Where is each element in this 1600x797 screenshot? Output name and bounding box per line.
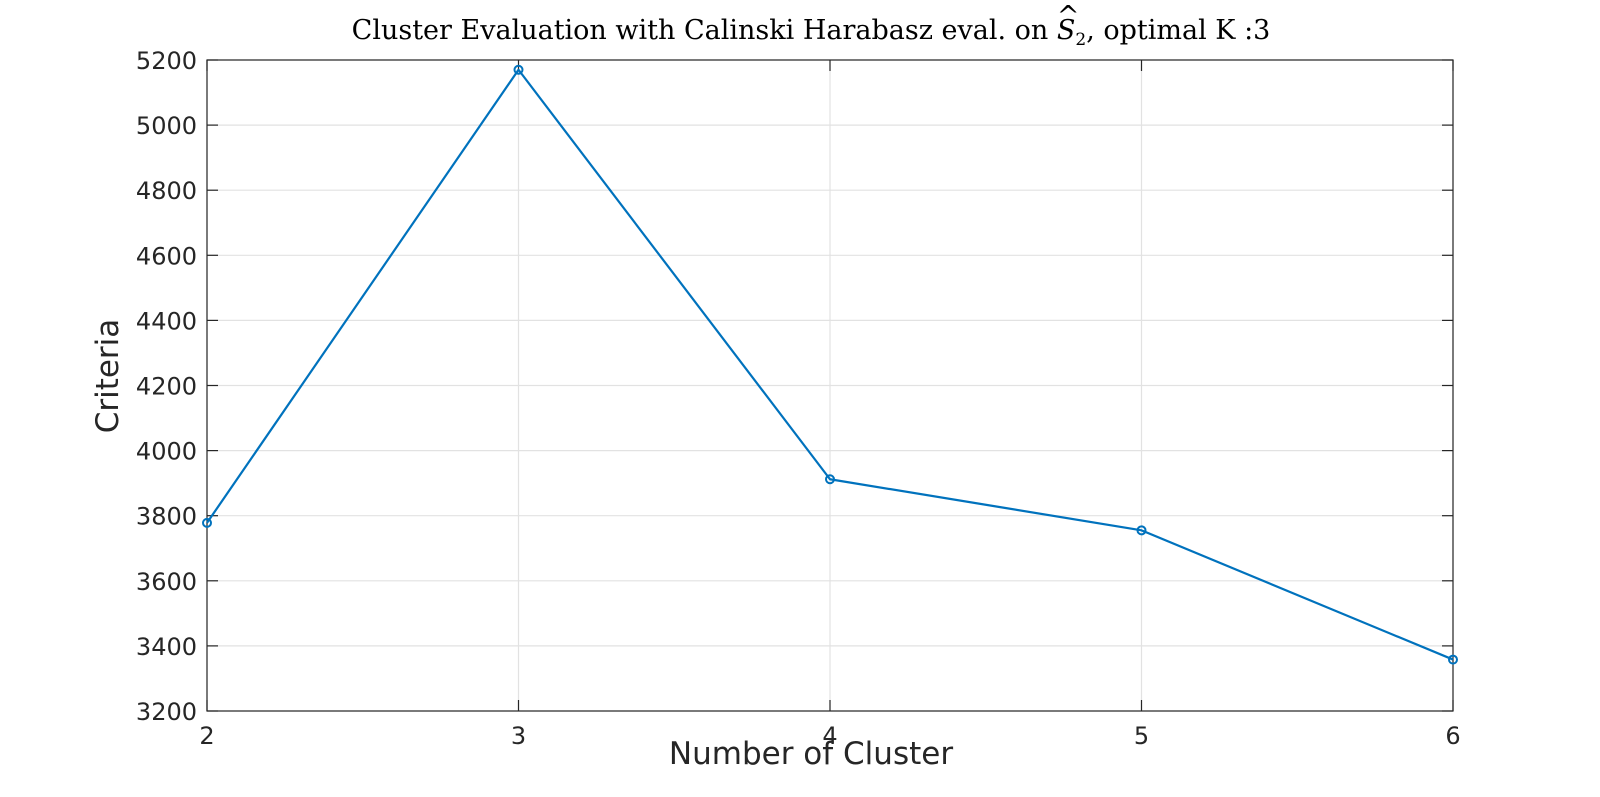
series [202,64,1458,665]
title-hat-accent: ^ [1057,1,1080,32]
tick-labels: 3200 3400 3600 3800 4000 4200 4400 4600 4800 5000… [136,47,1461,750]
title-symbol: S [1057,15,1076,46]
y-tick-label: 4600 [136,242,197,270]
data-point [825,474,835,485]
x-tick-label: 5 [1134,722,1149,750]
y-tick-label: 3400 [136,633,197,661]
series-line [206,68,1454,661]
chart-title: Cluster Evaluation with Calinski Harabas… [352,15,1271,50]
data-point [513,64,524,75]
x-tick-label: 3 [511,722,526,750]
y-axis-label: Criteria [90,319,126,434]
title-subscript: 2 [1075,30,1086,50]
data-point [1448,654,1458,665]
x-tick-label: 6 [1445,722,1460,750]
title-suffix: , optimal K :3 [1086,15,1270,46]
x-tick-label: 4 [822,722,837,750]
y-tick-label: 4800 [136,177,197,205]
data-point [202,517,212,528]
x-tick-label: 2 [199,722,214,750]
y-tick-label: 3200 [136,698,197,726]
data-point [1136,525,1147,536]
y-tick-label: 5200 [136,47,197,75]
y-tick-label: 4200 [136,373,197,401]
y-tick-label: 3800 [136,503,197,531]
title-prefix: Cluster Evaluation with Calinski Harabas… [352,15,1057,46]
y-tick-label: 5000 [136,112,197,140]
y-tick-label: 4400 [136,307,197,335]
y-tick-label: 3600 [136,568,197,596]
y-tick-label: 4000 [136,438,197,466]
x-axis-label: Number of Cluster [669,736,953,772]
plot-frame [206,59,1454,712]
grid [206,59,1454,712]
